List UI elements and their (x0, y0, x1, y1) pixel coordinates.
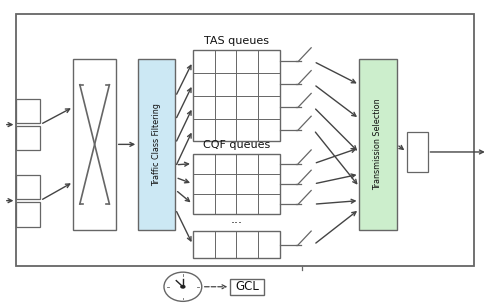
Text: GCL: GCL (235, 280, 259, 293)
Bar (193, 154, 280, 214)
Bar (230, 278, 264, 295)
Bar (74, 59, 116, 230)
Bar (16, 14, 474, 266)
Bar (16, 202, 40, 227)
Text: Traffic Class Filtering: Traffic Class Filtering (152, 103, 162, 186)
Bar (16, 175, 40, 199)
Bar (16, 126, 40, 150)
Bar (406, 132, 428, 172)
Text: Transmission Selection: Transmission Selection (374, 99, 382, 190)
Text: CQF queues: CQF queues (202, 141, 270, 150)
Bar (16, 99, 40, 123)
Bar (193, 231, 280, 258)
Bar (138, 59, 175, 230)
Text: TAS queues: TAS queues (204, 36, 269, 45)
Bar (360, 59, 397, 230)
Ellipse shape (164, 272, 202, 301)
Text: ...: ... (230, 213, 242, 226)
Circle shape (181, 286, 185, 288)
Bar (193, 50, 280, 141)
